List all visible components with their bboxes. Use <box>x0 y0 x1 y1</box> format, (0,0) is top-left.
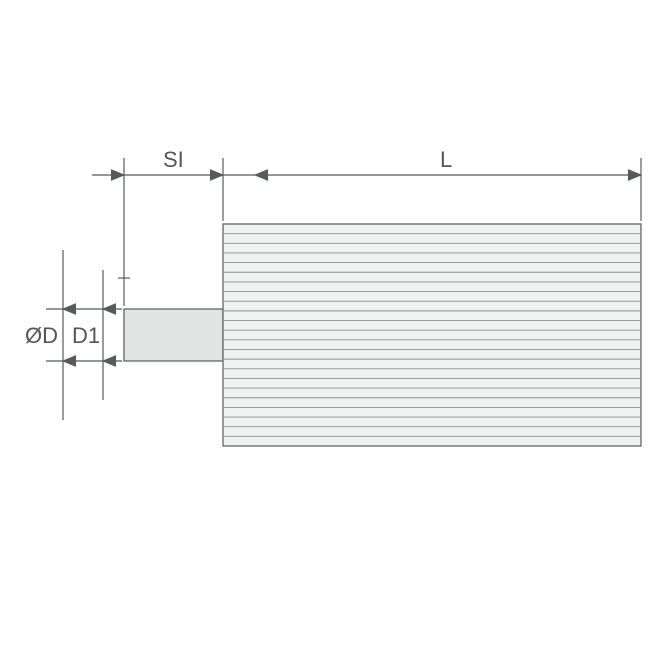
shaft-body <box>223 224 641 446</box>
shaft-end <box>124 309 223 361</box>
label-l: L <box>440 147 452 172</box>
label-d1: D1 <box>72 323 100 348</box>
label-diameter: ØD <box>25 323 58 348</box>
label-si: SI <box>163 147 184 172</box>
